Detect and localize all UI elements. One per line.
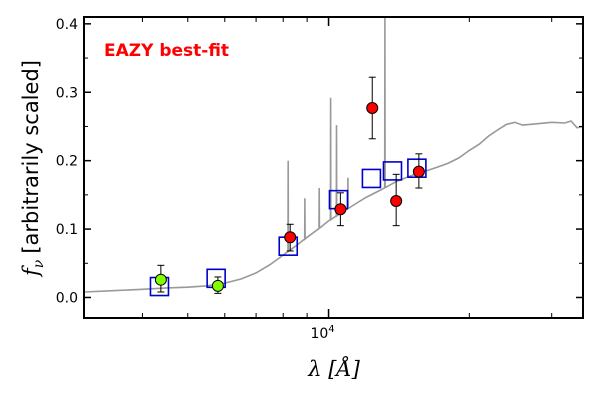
y-tick-label: 0.4	[56, 17, 78, 33]
model-photometry-square	[382, 161, 403, 181]
model-spectrum-layer	[84, 17, 583, 293]
observed-photometry-point	[154, 273, 167, 286]
x-axis-label: λ [Å]	[307, 356, 360, 381]
y-axis-label: fν [arbitrarily scaled]	[19, 60, 47, 278]
plot-frame	[83, 16, 584, 319]
y-axis-symbol: f	[19, 265, 43, 278]
observed-photometry-point	[412, 165, 425, 178]
y-axis-subscript: ν	[31, 259, 47, 268]
observed-photometry-point	[390, 195, 403, 208]
y-axis-text: [arbitrarily scaled]	[19, 60, 43, 254]
model-spectrum-line	[84, 17, 583, 293]
y-tick-label: 0.2	[56, 154, 78, 170]
x-tick-label: 104	[310, 324, 334, 342]
x-axis-unit: [Å]	[328, 356, 360, 381]
observed-photometry-point	[211, 279, 224, 292]
model-photometry-square	[361, 168, 382, 189]
y-tick-label: 0.0	[56, 290, 78, 306]
x-tick-exponent: 4	[328, 324, 334, 335]
y-tick-label: 0.3	[56, 85, 78, 101]
y-tick-label: 0.1	[56, 222, 78, 238]
x-tick-base: 10	[310, 326, 328, 342]
observed-photometry-point	[366, 101, 379, 114]
observed-photometry-point	[334, 203, 347, 216]
chart-annotation: EAZY best-fit	[104, 41, 229, 61]
x-axis-symbol: λ	[307, 357, 321, 381]
observed-photometry-layer	[154, 76, 425, 294]
observed-photometry-point	[284, 231, 297, 244]
axis-ticks: 0.0 0.1 0.2 0.3 0.4 104	[56, 17, 583, 342]
